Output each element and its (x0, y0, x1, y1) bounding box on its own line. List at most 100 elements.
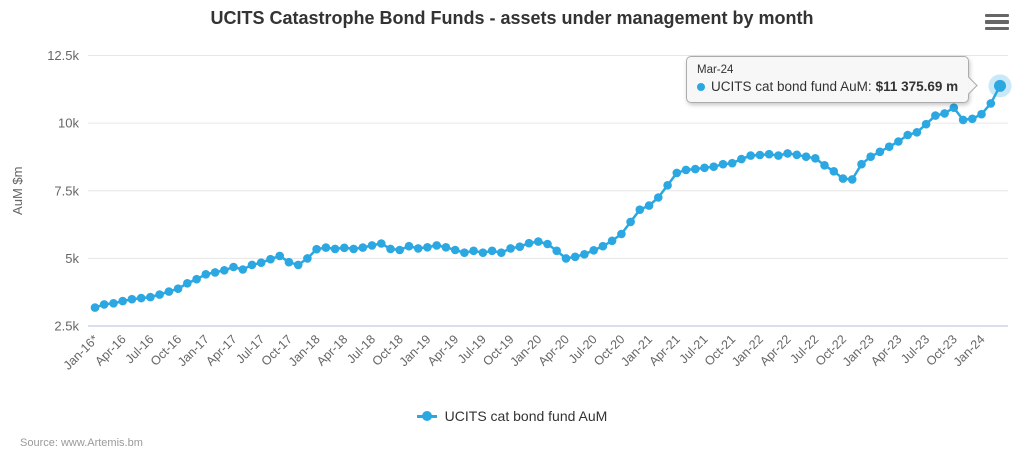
data-point[interactable] (524, 238, 534, 248)
data-point[interactable] (450, 245, 460, 255)
data-point[interactable] (811, 154, 820, 163)
data-point[interactable] (543, 239, 552, 249)
data-point[interactable] (146, 292, 155, 302)
data-point[interactable] (395, 245, 405, 255)
data-point[interactable] (894, 137, 903, 146)
data-point[interactable] (570, 252, 580, 262)
data-point[interactable] (884, 142, 894, 151)
data-point[interactable] (940, 109, 949, 118)
data-point[interactable] (312, 244, 321, 254)
data-point[interactable] (220, 266, 229, 275)
data-point[interactable] (534, 237, 543, 246)
chart-context-menu-button[interactable] (983, 11, 1011, 33)
data-point[interactable] (340, 243, 349, 253)
data-point[interactable] (774, 151, 783, 160)
data-point[interactable] (330, 244, 340, 254)
data-point[interactable] (303, 254, 312, 263)
data-point[interactable] (487, 246, 497, 256)
data-point[interactable] (155, 290, 164, 299)
data-point[interactable] (737, 154, 746, 164)
data-point[interactable] (173, 284, 183, 294)
data-point[interactable] (746, 151, 755, 160)
data-point[interactable] (755, 150, 765, 160)
data-point[interactable] (921, 119, 931, 129)
data-point-selected[interactable] (994, 79, 1006, 92)
data-point[interactable] (654, 193, 663, 202)
data-point[interactable] (681, 165, 691, 175)
data-point[interactable] (386, 244, 395, 254)
data-point[interactable] (460, 248, 469, 257)
data-point[interactable] (912, 128, 922, 137)
data-point[interactable] (321, 243, 331, 252)
data-point[interactable] (469, 246, 478, 256)
data-point[interactable] (90, 303, 100, 312)
data-point[interactable] (561, 254, 571, 263)
data-point[interactable] (801, 152, 811, 161)
data-point[interactable] (626, 217, 635, 227)
data-point[interactable] (238, 265, 248, 274)
data-point[interactable] (293, 260, 303, 270)
data-point[interactable] (977, 109, 986, 119)
data-point[interactable] (136, 293, 146, 303)
data-point[interactable] (127, 294, 137, 304)
data-point[interactable] (866, 152, 875, 161)
data-point[interactable] (829, 167, 839, 176)
data-point[interactable] (949, 103, 959, 112)
data-point[interactable] (506, 244, 515, 253)
data-point[interactable] (358, 243, 368, 252)
data-point[interactable] (672, 168, 682, 178)
data-point[interactable] (256, 258, 266, 268)
data-point[interactable] (515, 242, 525, 251)
data-point[interactable] (377, 239, 386, 248)
data-point[interactable] (210, 268, 220, 277)
data-point[interactable] (284, 257, 294, 267)
data-point[interactable] (931, 111, 940, 120)
data-point[interactable] (266, 254, 275, 264)
data-point[interactable] (875, 147, 885, 157)
data-point[interactable] (709, 162, 718, 171)
data-point[interactable] (764, 149, 774, 159)
data-point[interactable] (968, 114, 977, 124)
data-point[interactable] (201, 270, 211, 279)
data-point[interactable] (635, 205, 645, 214)
data-point[interactable] (413, 244, 423, 253)
data-point[interactable] (663, 181, 672, 190)
data-point[interactable] (718, 159, 728, 169)
data-point[interactable] (478, 248, 488, 257)
data-point[interactable] (589, 246, 598, 255)
data-point[interactable] (598, 241, 608, 251)
data-point[interactable] (367, 241, 377, 250)
data-point[interactable] (727, 158, 737, 168)
data-point[interactable] (164, 287, 174, 296)
data-point[interactable] (617, 229, 626, 239)
data-point[interactable] (441, 243, 451, 252)
data-point[interactable] (247, 260, 257, 270)
data-point[interactable] (986, 99, 996, 108)
data-point[interactable] (432, 241, 442, 250)
legend-item-ucits-cat-bond-fund-aum[interactable]: UCITS cat bond fund AuM (416, 408, 607, 424)
data-point[interactable] (958, 115, 968, 125)
data-point[interactable] (792, 150, 802, 160)
data-point[interactable] (349, 244, 358, 254)
data-point[interactable] (183, 279, 192, 288)
data-point[interactable] (118, 296, 127, 306)
data-point[interactable] (847, 175, 857, 184)
data-point[interactable] (820, 161, 829, 170)
data-point[interactable] (857, 159, 866, 169)
data-point[interactable] (607, 236, 617, 246)
data-point[interactable] (497, 248, 506, 257)
data-point[interactable] (192, 274, 201, 284)
data-point[interactable] (275, 251, 285, 261)
data-point[interactable] (109, 299, 118, 308)
data-point[interactable] (783, 149, 792, 158)
data-point[interactable] (99, 300, 109, 309)
data-point[interactable] (838, 174, 848, 183)
data-point[interactable] (552, 246, 561, 256)
data-point[interactable] (691, 164, 700, 174)
data-point[interactable] (903, 130, 912, 140)
data-point[interactable] (423, 243, 432, 252)
data-point[interactable] (404, 241, 414, 251)
data-point[interactable] (229, 262, 238, 272)
data-point[interactable] (580, 250, 589, 259)
data-point[interactable] (644, 201, 654, 210)
